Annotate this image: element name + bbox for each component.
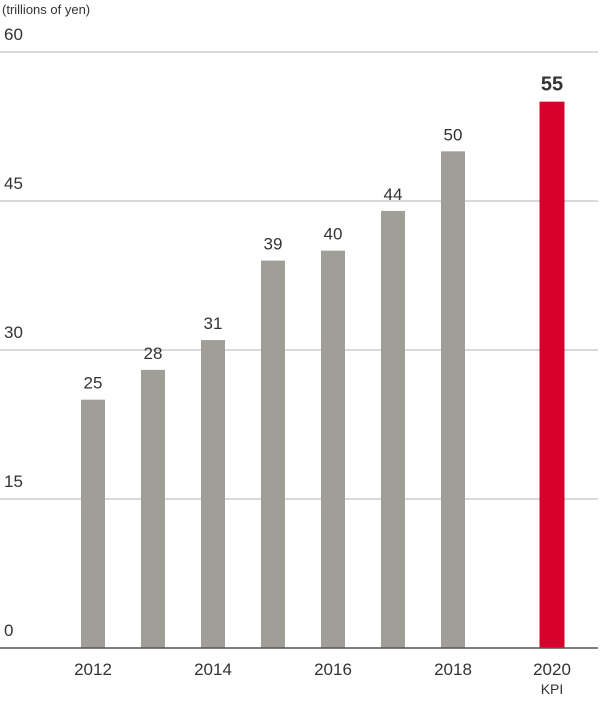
- data-label: 39: [264, 235, 283, 254]
- x-tick-label: 2012: [74, 660, 112, 679]
- data-label: 31: [204, 314, 223, 333]
- bar: [81, 399, 105, 648]
- bar: [321, 250, 345, 648]
- data-label: 40: [324, 225, 343, 244]
- data-label: 25: [84, 374, 103, 393]
- x-tick-label: 2020: [533, 660, 571, 679]
- bar: [381, 210, 405, 648]
- y-tick-label: 0: [4, 621, 13, 640]
- x-tick-label: 2018: [434, 660, 472, 679]
- y-unit-label: (trillions of yen): [2, 2, 91, 17]
- y-tick-label: 45: [4, 174, 23, 193]
- data-label: 44: [384, 185, 403, 204]
- x-tick-sublabel: KPI: [541, 681, 564, 697]
- bar: [441, 151, 465, 649]
- bar: [141, 369, 165, 648]
- bar: [261, 260, 285, 648]
- y-tick-label: 30: [4, 323, 23, 342]
- data-label: 50: [444, 125, 463, 144]
- y-tick-label: 60: [4, 25, 23, 44]
- bar: [201, 340, 225, 648]
- x-tick-label: 2016: [314, 660, 352, 679]
- bar: [539, 101, 565, 648]
- data-label: 55: [541, 74, 563, 96]
- x-tick-label: 2014: [194, 660, 232, 679]
- y-tick-label: 15: [4, 472, 23, 491]
- data-label: 28: [144, 344, 163, 363]
